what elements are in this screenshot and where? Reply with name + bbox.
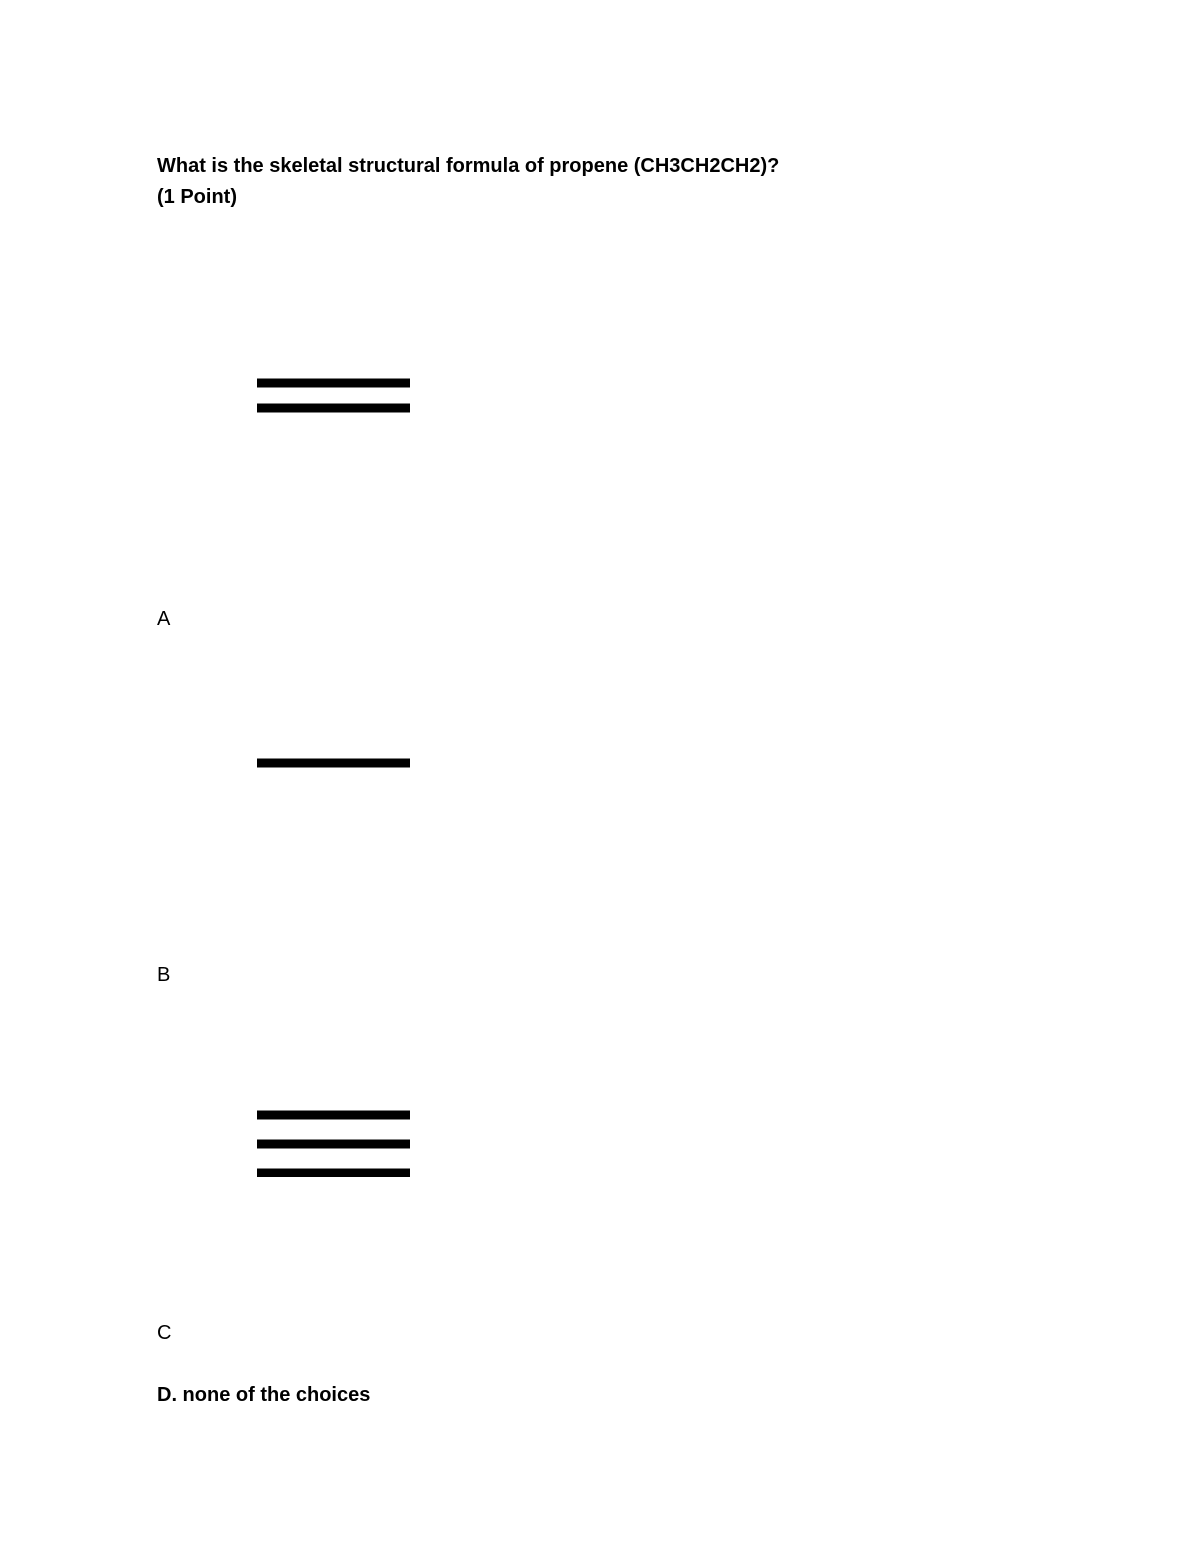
question-text: What is the skeletal structural formula … (157, 152, 1057, 180)
option-b-diagram (252, 755, 432, 770)
option-a-diagram (252, 375, 432, 415)
option-c-label: C (157, 1322, 171, 1345)
option-a-label: A (157, 608, 170, 631)
question-block: What is the skeletal structural formula … (157, 152, 1057, 209)
option-c-diagram (252, 1107, 432, 1177)
option-d-label: D. none of the choices (157, 1384, 370, 1407)
option-b-label: B (157, 964, 170, 987)
points-text: (1 Point) (157, 186, 1057, 209)
